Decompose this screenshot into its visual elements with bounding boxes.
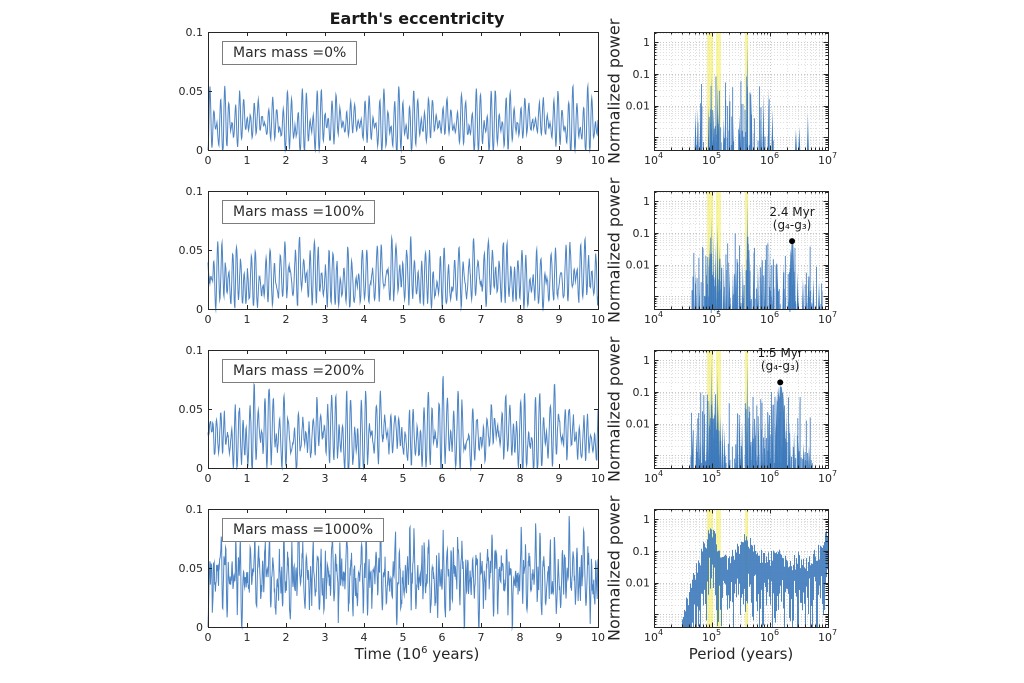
annotation-1-5-myr: 1.5 Myr (g₄-g₃) [758, 347, 803, 373]
mars-mass-label-0: Mars mass =0% [222, 41, 358, 65]
annotation-2-4-myr-line2: (g₄-g₃) [772, 218, 812, 233]
annotation-1-5-myr-line2: (g₄-g₃) [760, 359, 800, 374]
xlabel-time-post: years) [427, 645, 480, 663]
xlabel-period: Period (years) [688, 645, 794, 663]
xlabel-time-exponent: 6 [421, 645, 428, 656]
figure-title: Earth's eccentricity [329, 9, 505, 28]
mars-mass-label-3: Mars mass =1000% [222, 518, 385, 542]
mars-mass-label-2: Mars mass =200% [222, 359, 376, 383]
annotation-1-5-myr-line1: 1.5 Myr [757, 346, 803, 361]
xlabel-time: Time (106 years) [355, 645, 480, 663]
annotation-2-4-myr-line1: 2.4 Myr [769, 205, 815, 220]
mars-mass-label-1: Mars mass =100% [222, 200, 376, 224]
ylabel-normalized-power-0: Normalized power [604, 18, 624, 164]
ylabel-normalized-power-2: Normalized power [604, 336, 624, 482]
annotation-2-4-myr: 2.4 Myr (g₄-g₃) [769, 206, 814, 232]
ylabel-normalized-power-3: Normalized power [604, 495, 624, 641]
ylabel-normalized-power-1: Normalized power [604, 177, 624, 323]
xlabel-time-pre: Time (10 [354, 645, 422, 663]
